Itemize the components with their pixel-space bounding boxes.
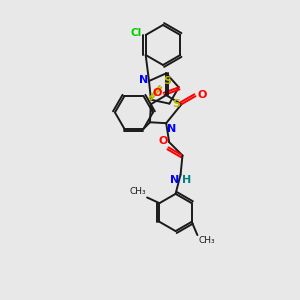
Text: Cl: Cl (130, 28, 142, 38)
Text: O: O (197, 90, 207, 100)
Text: O: O (152, 88, 162, 98)
Text: CH₃: CH₃ (130, 188, 146, 196)
Text: N: N (170, 176, 180, 185)
Text: O: O (158, 136, 167, 146)
Text: N: N (139, 75, 148, 85)
Text: CH₃: CH₃ (198, 236, 215, 245)
Text: N: N (167, 124, 176, 134)
Text: H: H (182, 176, 191, 185)
Text: S: S (172, 99, 180, 109)
Text: S: S (163, 76, 171, 86)
